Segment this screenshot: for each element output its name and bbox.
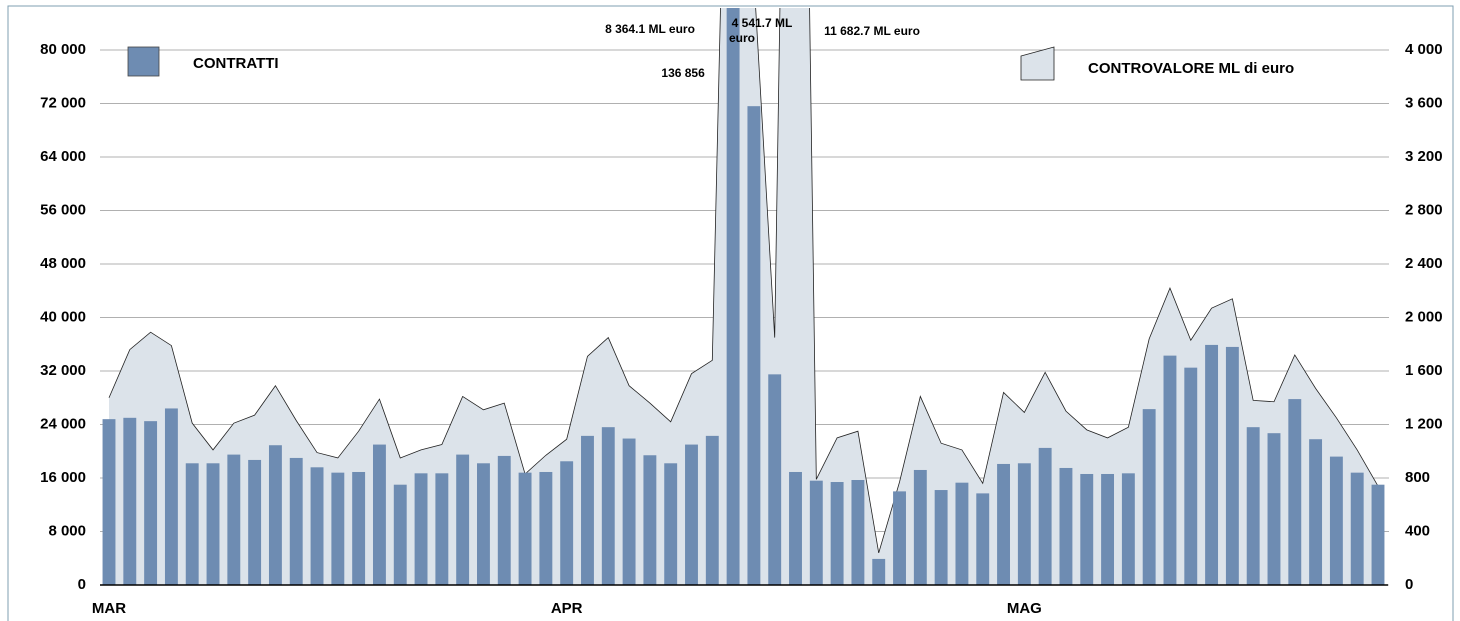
y2-tick-label: 4 000 <box>1405 41 1443 58</box>
legend-label: CONTROVALORE ML di euro <box>1088 60 1294 77</box>
bar <box>1225 346 1239 585</box>
bar <box>1080 473 1094 585</box>
y2-tick-label: 2 000 <box>1405 308 1443 325</box>
bar <box>1350 472 1364 585</box>
bar <box>268 445 282 585</box>
frame <box>7 5 1454 621</box>
y2-tick-label: 1 600 <box>1405 362 1443 379</box>
bar <box>685 444 698 585</box>
bar <box>664 463 678 585</box>
bar <box>393 484 407 585</box>
bar <box>1121 473 1135 585</box>
bar <box>976 493 990 585</box>
data-label: 11 682.7 ML euro <box>824 24 920 38</box>
data-label: 8 364.1 ML euro <box>605 22 695 36</box>
bar <box>1329 456 1343 585</box>
bar <box>622 438 636 585</box>
bar <box>248 459 262 585</box>
y2-tick-label: 0 <box>1405 576 1413 593</box>
bar <box>705 435 719 585</box>
bar <box>289 457 303 585</box>
x-tick-label: MAG <box>1007 600 1042 617</box>
bar <box>539 471 553 585</box>
bar <box>414 473 428 585</box>
bar <box>456 454 470 585</box>
bar <box>1246 427 1260 585</box>
bar <box>1163 355 1177 585</box>
bar <box>227 454 241 585</box>
bar <box>1267 433 1281 585</box>
bar <box>123 417 137 585</box>
bar <box>1288 399 1302 585</box>
y-tick-label: 40 000 <box>40 308 86 325</box>
bar <box>913 469 927 585</box>
legend-label: CONTRATTI <box>193 55 279 72</box>
bar <box>310 467 324 585</box>
bar <box>830 482 844 585</box>
y-tick-label: 0 <box>78 576 86 593</box>
y2-tick-label: 2 800 <box>1405 201 1443 218</box>
y2-tick-label: 2 400 <box>1405 255 1443 272</box>
bar <box>768 374 782 585</box>
bar <box>497 455 511 585</box>
bar <box>518 472 532 585</box>
bar <box>789 471 802 585</box>
bar <box>144 421 158 585</box>
bar <box>997 463 1010 585</box>
y-tick-label: 72 000 <box>40 94 86 111</box>
bar <box>206 463 220 585</box>
bar <box>934 490 948 585</box>
area <box>109 8 1378 585</box>
data-label: 4 541.7 ML euro <box>729 16 792 45</box>
bar <box>747 106 761 586</box>
bar <box>331 472 345 585</box>
y2-tick-label: 1 200 <box>1405 415 1443 432</box>
bar <box>1101 473 1115 585</box>
bar <box>955 482 969 585</box>
bar <box>1371 484 1385 585</box>
bar <box>1184 367 1198 585</box>
bar <box>872 558 886 585</box>
bar <box>102 419 116 585</box>
bar <box>372 444 386 585</box>
bar <box>435 473 449 585</box>
bar <box>1309 439 1323 585</box>
y-tick-label: 32 000 <box>40 362 86 379</box>
bar <box>726 8 740 585</box>
bar <box>352 471 366 585</box>
area-outline <box>108 8 1379 554</box>
y-tick-label: 16 000 <box>40 469 86 486</box>
x-tick-label: MAR <box>92 600 126 617</box>
y-tick-label: 80 000 <box>40 41 86 58</box>
bar <box>893 491 906 585</box>
legend-swatch <box>1020 46 1055 81</box>
bar <box>1142 409 1156 585</box>
y2-tick-label: 3 600 <box>1405 94 1443 111</box>
y2-tick-label: 400 <box>1405 522 1430 539</box>
y-tick-label: 8 000 <box>48 522 86 539</box>
bar <box>164 408 178 585</box>
legend-swatch <box>127 46 160 77</box>
y-tick-label: 48 000 <box>40 255 86 272</box>
bar <box>185 463 199 585</box>
bar <box>643 455 657 585</box>
y2-tick-label: 800 <box>1405 469 1430 486</box>
x-tick-label: APR <box>551 600 583 617</box>
bar <box>1059 467 1073 585</box>
y2-tick-label: 3 200 <box>1405 148 1443 165</box>
bar <box>581 435 594 585</box>
bar <box>1017 463 1031 585</box>
bar <box>1038 447 1052 585</box>
y-tick-label: 56 000 <box>40 201 86 218</box>
bar <box>477 463 490 585</box>
bar <box>560 461 574 585</box>
bar <box>809 480 823 585</box>
bar <box>851 480 865 585</box>
y-tick-label: 24 000 <box>40 415 86 432</box>
data-label: 136 856 <box>661 66 705 80</box>
bar <box>1205 344 1219 585</box>
y-tick-label: 64 000 <box>40 148 86 165</box>
bar <box>601 427 615 585</box>
